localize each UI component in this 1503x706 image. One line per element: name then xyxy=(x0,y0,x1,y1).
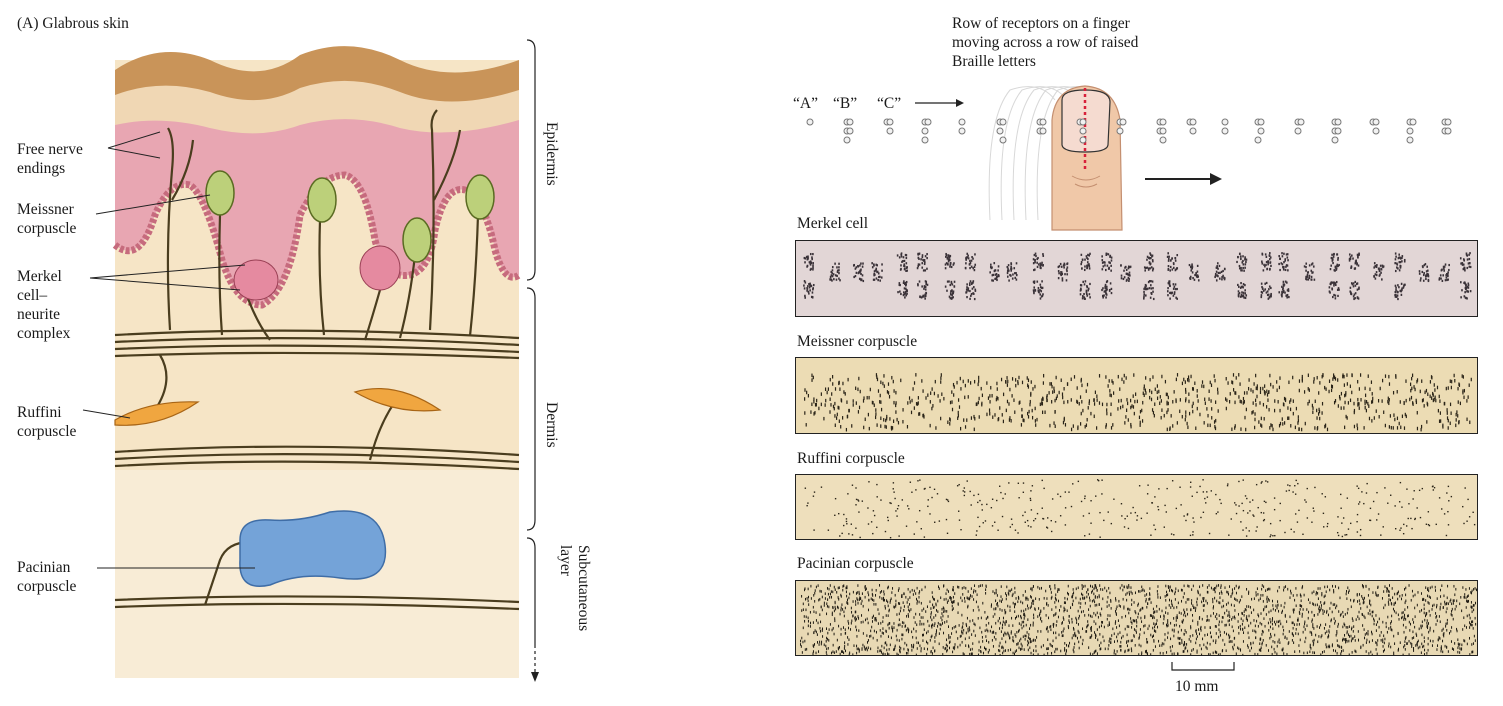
strip-pacinian xyxy=(795,580,1478,656)
strip-title-meissner: Meissner corpuscle xyxy=(797,333,918,350)
strip-title-merkel: Merkel cell xyxy=(797,215,869,232)
meissner-corpuscle-shape xyxy=(205,170,235,216)
panel-a-title: (A) Glabrous skin xyxy=(17,15,129,32)
scale-bar-label: 10 mm xyxy=(1175,678,1219,695)
label-meissner-corpuscle: Meissner corpuscle xyxy=(17,201,77,237)
strip-merkel xyxy=(795,240,1478,317)
label-pacinian-corpuscle: Pacinian corpuscle xyxy=(17,559,77,595)
braille-finger-figure xyxy=(806,85,1452,231)
finger-caption: Row of receptors on a finger moving acro… xyxy=(952,15,1139,70)
skin-cross-section xyxy=(82,39,539,682)
layer-dermis: Dermis xyxy=(543,402,560,448)
layer-epidermis: Epidermis xyxy=(543,122,560,186)
scale-bar xyxy=(1171,662,1235,671)
pacinian-corpuscle-shape xyxy=(239,510,387,587)
label-merkel-complex: Merkel cell– neurite complex xyxy=(17,268,71,342)
braille-letter-c: “C” xyxy=(877,95,902,112)
merkel-cluster-shape xyxy=(233,259,279,301)
braille-letter-b: “B” xyxy=(833,95,858,112)
label-free-nerve-endings: Free nerve endings xyxy=(17,141,83,177)
strip-title-ruffini: Ruffini corpuscle xyxy=(797,450,905,467)
strip-meissner xyxy=(795,357,1478,434)
layer-subcutaneous: Subcutaneous layer xyxy=(557,545,592,632)
braille-dot-row xyxy=(806,118,1452,144)
label-ruffini-corpuscle: Ruffini corpuscle xyxy=(17,404,77,440)
strip-ruffini xyxy=(795,474,1478,540)
strip-title-pacinian: Pacinian corpuscle xyxy=(797,555,914,572)
braille-letter-a: “A” xyxy=(793,95,818,112)
ruffini-corpuscle-shape xyxy=(114,401,200,426)
